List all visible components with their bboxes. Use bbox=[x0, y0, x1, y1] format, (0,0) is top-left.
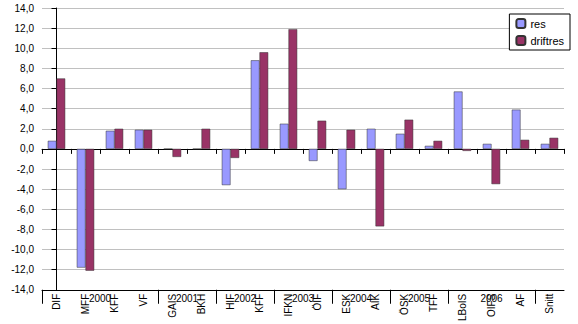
svg-text:-4,0: -4,0 bbox=[17, 184, 35, 195]
svg-text:TFF: TFF bbox=[428, 293, 439, 313]
svg-text:driftres: driftres bbox=[530, 35, 564, 47]
svg-text:Snitt: Snitt bbox=[544, 294, 555, 314]
svg-text:8,0: 8,0 bbox=[20, 63, 34, 74]
svg-text:-8,0: -8,0 bbox=[17, 224, 35, 235]
svg-text:HIF: HIF bbox=[225, 293, 236, 310]
svg-text:-2,0: -2,0 bbox=[17, 164, 35, 175]
svg-text:2003: 2003 bbox=[292, 293, 315, 304]
svg-text:MFF: MFF bbox=[80, 293, 91, 315]
svg-text:ESK: ESK bbox=[341, 293, 352, 314]
svg-text:2005: 2005 bbox=[408, 293, 431, 304]
svg-text:res: res bbox=[530, 18, 546, 30]
svg-text:0,0: 0,0 bbox=[20, 143, 34, 154]
svg-text:AIK: AIK bbox=[370, 293, 381, 310]
svg-text:ÖIF: ÖIF bbox=[312, 293, 323, 311]
svg-text:14,0: 14,0 bbox=[15, 3, 35, 14]
svg-text:AF: AF bbox=[515, 294, 526, 307]
svg-text:12,0: 12,0 bbox=[15, 23, 35, 34]
svg-text:-14,0: -14,0 bbox=[11, 284, 34, 295]
svg-text:OIFS: OIFS bbox=[486, 293, 497, 318]
svg-text:VF: VF bbox=[138, 294, 149, 307]
svg-text:IFKN: IFKN bbox=[283, 293, 294, 317]
svg-text:LBoIS: LBoIS bbox=[457, 293, 468, 321]
svg-text:2001: 2001 bbox=[176, 293, 199, 304]
svg-text:2,0: 2,0 bbox=[20, 123, 34, 134]
svg-text:KFF: KFF bbox=[254, 293, 265, 313]
svg-text:10,0: 10,0 bbox=[15, 43, 35, 54]
svg-text:KFF: KFF bbox=[109, 293, 120, 313]
svg-text:2006: 2006 bbox=[480, 293, 503, 304]
svg-text:-6,0: -6,0 bbox=[17, 204, 35, 215]
svg-text:6,0: 6,0 bbox=[20, 83, 34, 94]
svg-text:GAIS: GAIS bbox=[167, 293, 178, 318]
svg-text:2002: 2002 bbox=[234, 293, 257, 304]
svg-text:BKH: BKH bbox=[196, 293, 207, 315]
svg-text:DIF: DIF bbox=[51, 294, 62, 310]
svg-text:2000: 2000 bbox=[89, 293, 112, 304]
svg-text:2004: 2004 bbox=[350, 293, 373, 304]
svg-text:ÖSK: ÖSK bbox=[399, 293, 410, 315]
svg-text:4,0: 4,0 bbox=[20, 103, 34, 114]
svg-text:-10,0: -10,0 bbox=[11, 244, 34, 255]
svg-text:-12,0: -12,0 bbox=[11, 264, 34, 275]
